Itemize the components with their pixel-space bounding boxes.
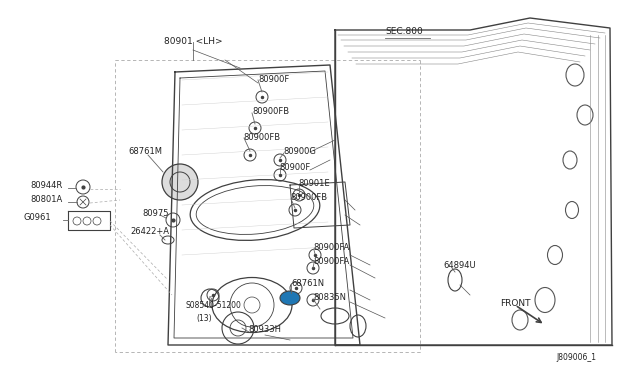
Text: SEC.800: SEC.800: [385, 28, 423, 36]
Text: 80975: 80975: [142, 208, 168, 218]
Text: 80901 <LH>: 80901 <LH>: [164, 38, 222, 46]
Text: 68761N: 68761N: [291, 279, 324, 289]
Text: 26422+A: 26422+A: [130, 228, 169, 237]
Text: G0961: G0961: [23, 214, 51, 222]
Text: 80900FB: 80900FB: [290, 192, 327, 202]
Text: 80933H: 80933H: [248, 326, 281, 334]
Text: 80835N: 80835N: [313, 294, 346, 302]
Text: (13): (13): [196, 314, 212, 323]
Text: 80900FB: 80900FB: [243, 134, 280, 142]
Text: 80900FA: 80900FA: [313, 244, 349, 253]
Text: S: S: [208, 295, 212, 301]
Text: J809006_1: J809006_1: [556, 353, 596, 362]
Text: 80900FB: 80900FB: [252, 108, 289, 116]
Ellipse shape: [280, 291, 300, 305]
Text: 80801A: 80801A: [30, 196, 62, 205]
Text: 80944R: 80944R: [30, 180, 62, 189]
Text: 68761M: 68761M: [128, 148, 162, 157]
Text: 80900G: 80900G: [283, 148, 316, 157]
Text: 80901E: 80901E: [298, 179, 330, 187]
Text: 64894U: 64894U: [443, 260, 476, 269]
Text: 80900F: 80900F: [258, 76, 289, 84]
Text: 80900FA: 80900FA: [313, 257, 349, 266]
Text: FRONT: FRONT: [500, 298, 531, 308]
Text: 80900F: 80900F: [279, 163, 310, 171]
Circle shape: [162, 164, 198, 200]
Text: S08540-51200: S08540-51200: [186, 301, 242, 310]
